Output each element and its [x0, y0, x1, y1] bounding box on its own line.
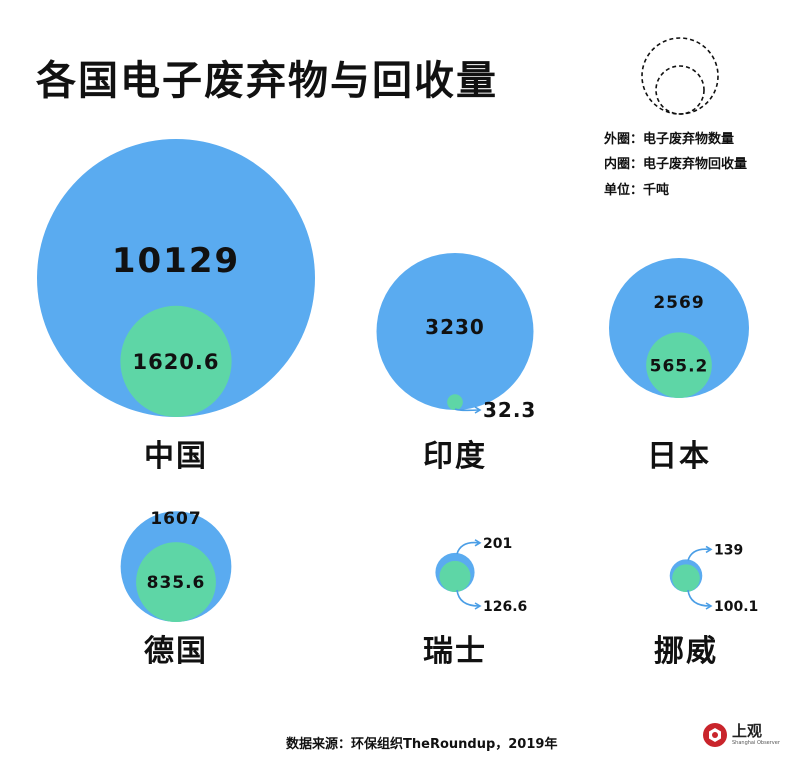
country-group-1: 3230 32.3 印度 [376, 253, 536, 474]
country-group-3: 1607 835.6 德国 [120, 509, 232, 669]
outer-callout-arrow-4 [456, 541, 480, 555]
inner-label-2: 565.2 [650, 356, 709, 376]
inner-callout-arrow-1 [454, 408, 480, 412]
outer-arrowhead-5 [705, 545, 713, 554]
inner-label-3: 835.6 [147, 573, 206, 593]
outer-bubble-0 [37, 139, 315, 417]
country-name-4: 瑞士 [423, 634, 487, 669]
legend-icon [641, 37, 719, 115]
outer-bubble-1 [376, 253, 534, 410]
inner-bubble-1 [447, 394, 463, 410]
inner-label-5: 100.1 [714, 599, 758, 615]
outer-label-1: 3230 [425, 315, 485, 339]
inner-label-4: 126.6 [483, 599, 527, 615]
outer-label-3: 1607 [150, 509, 201, 529]
inner-callout-arrow-5 [687, 589, 711, 607]
outer-label-4: 201 [483, 536, 512, 552]
outer-callout-arrow-5 [687, 548, 711, 561]
legend-outer: 外圈：电子废弃物数量 [604, 132, 735, 147]
outer-label-0: 10129 [112, 241, 240, 281]
country-group-2: 2569 565.2 日本 [608, 257, 750, 474]
outer-label-2: 2569 [653, 293, 704, 313]
country-name-1: 印度 [423, 439, 487, 474]
country-group-0: 10129 1620.6 中国 [37, 139, 315, 474]
legend-inner: 内圈：电子废弃物回收量 [604, 157, 748, 172]
publisher-logo: 上观 Shanghai Observer [702, 718, 792, 754]
inner-bubble-3 [136, 542, 216, 622]
logo-mark-icon [703, 723, 727, 747]
country-name-0: 中国 [144, 439, 208, 474]
inner-bubble-4 [439, 560, 471, 592]
logo-text: 上观 [732, 722, 763, 740]
inner-callout-arrow-4 [456, 589, 480, 607]
country-name-2: 日本 [647, 439, 711, 474]
outer-bubble-2 [608, 257, 750, 398]
legend-unit: 单位：千吨 [604, 183, 670, 198]
country-name-5: 挪威 [654, 634, 718, 669]
country-name-3: 德国 [144, 634, 208, 669]
inner-arrowhead-4 [474, 602, 482, 610]
outer-label-5: 139 [714, 542, 743, 558]
data-source: 数据来源：环保组织TheRoundup，2019年 [286, 737, 558, 752]
chart-title: 各国电子废弃物与回收量 [36, 58, 498, 104]
inner-arrowhead-5 [705, 602, 713, 610]
inner-bubble-5 [672, 564, 700, 592]
inner-bubble-2 [646, 332, 712, 398]
country-group-5: 139 100.1 挪威 [654, 542, 758, 669]
country-group-4: 201 126.6 瑞士 [423, 536, 527, 669]
inner-bubble-0 [120, 305, 232, 418]
outer-arrowhead-4 [474, 539, 482, 547]
inner-arrowhead-1 [474, 406, 482, 414]
inner-label-1: 32.3 [483, 398, 536, 422]
inner-label-0: 1620.6 [132, 350, 219, 374]
logo-subtitle: Shanghai Observer [732, 740, 780, 746]
